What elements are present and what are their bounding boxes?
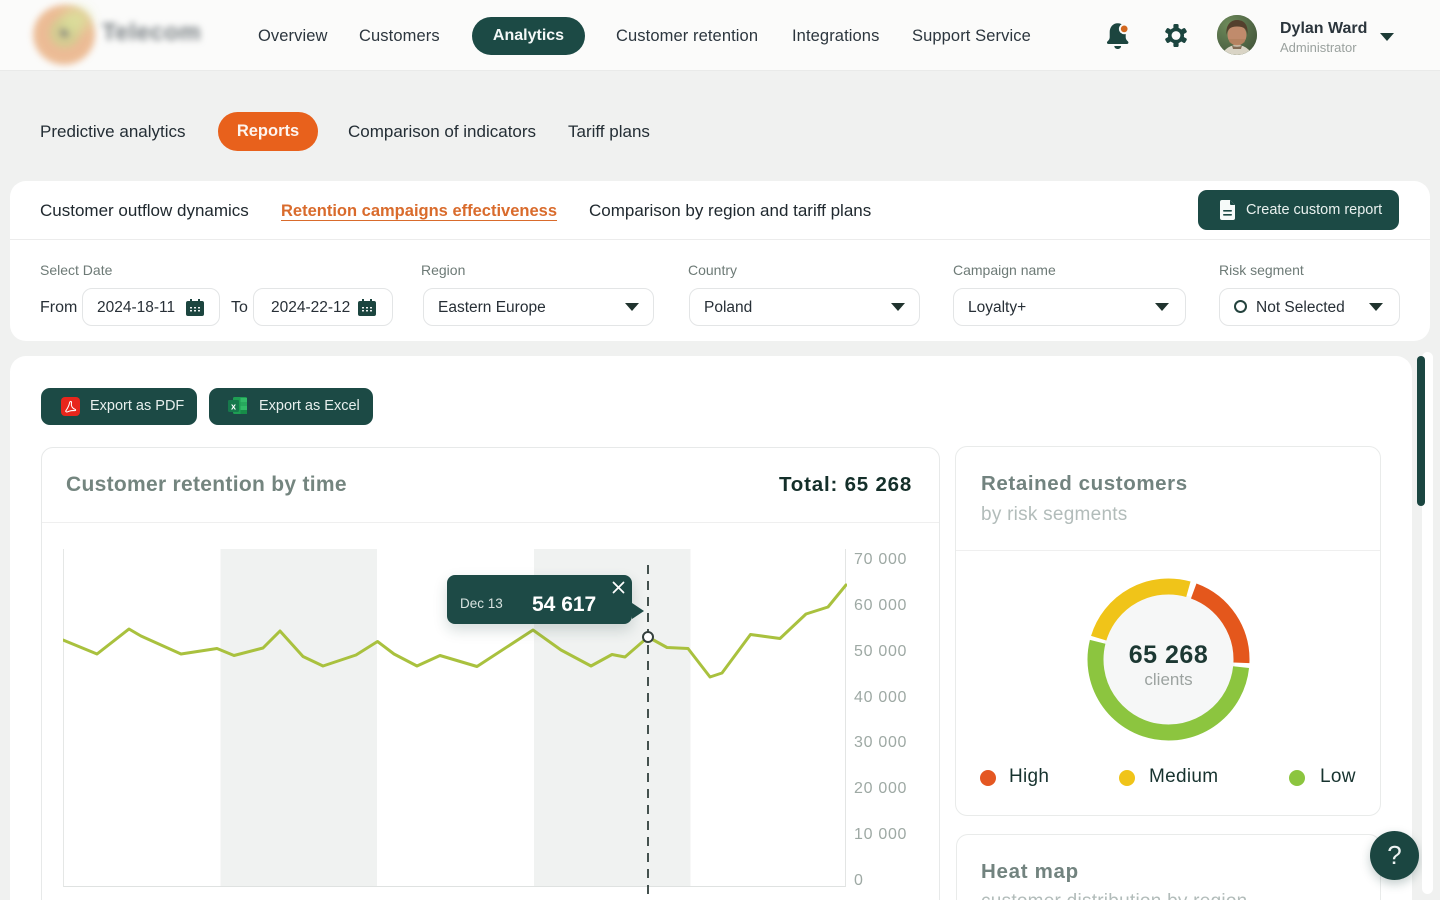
svg-text:65 268: 65 268 — [1129, 641, 1208, 669]
svg-text:x: x — [231, 402, 236, 412]
svg-text:clients: clients — [1144, 670, 1192, 689]
